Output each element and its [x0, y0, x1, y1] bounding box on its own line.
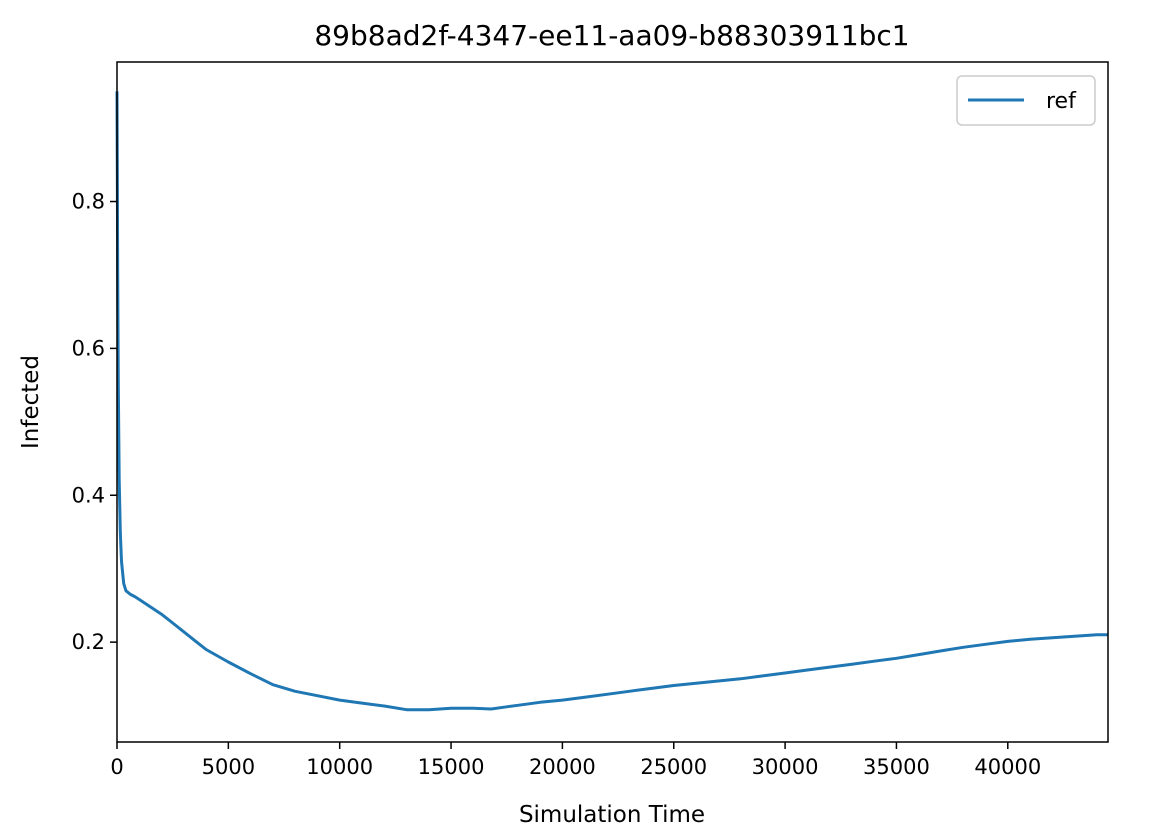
x-tick-label: 20000: [529, 755, 596, 779]
plot-area: [115, 91, 1108, 712]
y-tick-label: 0.8: [72, 190, 105, 214]
y-tick-label: 0.4: [72, 483, 105, 507]
x-tick-label: 40000: [974, 755, 1041, 779]
chart-title: 89b8ad2f-4347-ee11-aa09-b88303911bc1: [314, 19, 909, 52]
y-axis-label: Infected: [18, 355, 44, 449]
x-tick-label: 0: [110, 755, 123, 779]
x-tick-label: 10000: [306, 755, 373, 779]
legend: ref: [956, 75, 1096, 126]
plot-frame: [116, 61, 1109, 743]
x-tick-label: 35000: [863, 755, 930, 779]
y-tick-label: 0.2: [72, 630, 105, 654]
y-axis: 0.2 0.4 0.6 0.8: [72, 190, 117, 654]
series-line-ref: [115, 91, 1108, 712]
x-tick-label: 30000: [752, 755, 819, 779]
x-tick-label: 15000: [418, 755, 485, 779]
x-axis-label: Simulation Time: [519, 802, 705, 828]
x-tick-label: 5000: [202, 755, 255, 779]
legend-box: [956, 75, 1096, 126]
y-tick-label: 0.6: [72, 336, 105, 360]
legend-label-ref: ref: [1046, 89, 1077, 114]
x-axis: 0 5000 10000 15000 20000 25000 30000 35000 40000: [110, 742, 1041, 779]
x-tick-label: 25000: [640, 755, 707, 779]
